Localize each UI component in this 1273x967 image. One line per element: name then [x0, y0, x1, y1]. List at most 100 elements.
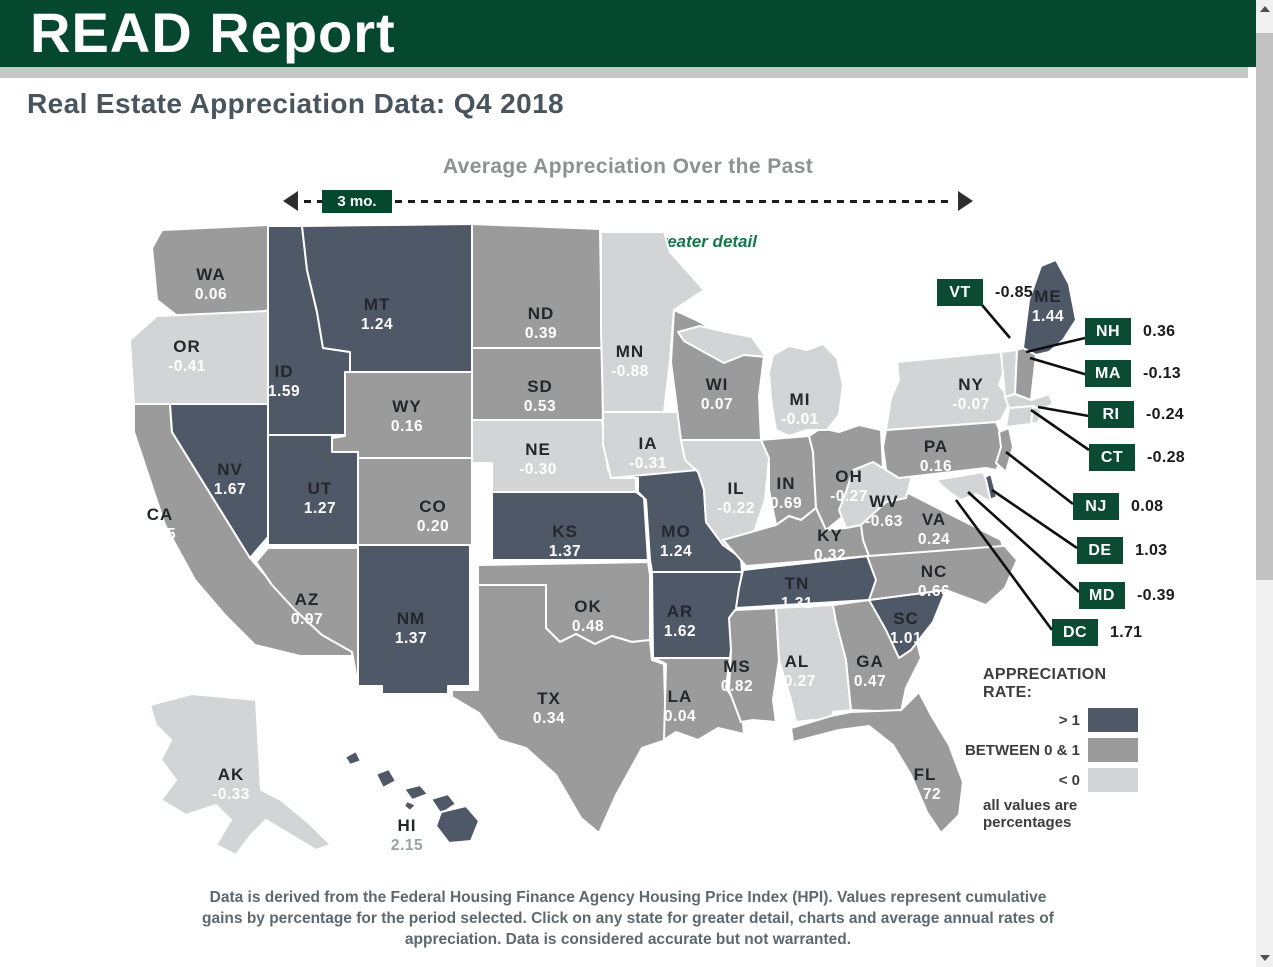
state-NC[interactable]: [866, 543, 1018, 606]
callout-box-NJ[interactable]: NJ: [1073, 493, 1119, 520]
state-LA[interactable]: [653, 657, 745, 741]
callout-CT: CT -0.28: [1089, 444, 1185, 471]
legend-swatch-gt1: [1088, 708, 1138, 732]
state-value-NC: 0.66: [918, 583, 950, 600]
state-HI[interactable]: [403, 784, 429, 801]
state-NY[interactable]: [885, 351, 1012, 431]
slider-right-arrow-icon[interactable]: [958, 191, 973, 211]
state-value-IA: -0.31: [629, 455, 667, 472]
callout-leader-line: [954, 499, 1054, 631]
state-CO[interactable]: [357, 457, 473, 546]
legend-title: APPRECIATION RATE:: [983, 666, 1107, 701]
us-choropleth-map[interactable]: WA 0.06 OR -0.41 CA 0.15 ID 1.59 NV 1.67 MT 1.24 WY 0…: [120, 215, 1180, 885]
state-abbr-SC: SC: [893, 609, 919, 628]
state-CT[interactable]: [1005, 405, 1034, 428]
state-abbr-TN: TN: [785, 574, 810, 593]
state-abbr-ID: ID: [275, 362, 294, 381]
callout-box-DC[interactable]: DC: [1052, 619, 1098, 646]
callout-NJ: NJ 0.08: [1073, 493, 1163, 520]
state-abbr-KS: KS: [552, 522, 578, 541]
disclaimer-line-2: gains by percentage for the period selec…: [202, 910, 1054, 927]
state-abbr-UT: UT: [308, 479, 333, 498]
callout-box-DE[interactable]: DE: [1077, 537, 1123, 564]
state-FL[interactable]: [790, 691, 964, 834]
state-AK[interactable]: [149, 693, 332, 856]
callout-DE: DE 1.03: [1077, 537, 1167, 564]
state-abbr-IA: IA: [639, 434, 658, 453]
scrollbar-thumb[interactable]: [1256, 33, 1273, 580]
state-NM[interactable]: [357, 544, 471, 695]
state-value-TX: 0.34: [533, 710, 565, 727]
legend-note: all values are percentages: [983, 797, 1078, 831]
state-abbr-OH: OH: [835, 467, 863, 486]
state-value-PA: 0.16: [920, 458, 952, 475]
state-UT[interactable]: [267, 434, 359, 546]
legend-row-mid: BETWEEN 0 & 1: [900, 738, 1138, 762]
state-NV[interactable]: [169, 403, 269, 559]
state-value-CA: 0.15: [144, 526, 176, 543]
state-HI[interactable]: [344, 750, 362, 766]
state-value-VA: 0.24: [918, 531, 950, 548]
state-PA[interactable]: [882, 421, 1007, 479]
callout-box-CT[interactable]: CT: [1089, 444, 1135, 471]
state-abbr-ME: ME: [1034, 287, 1062, 306]
callout-box-RI[interactable]: RI: [1088, 401, 1134, 428]
state-AR[interactable]: [651, 571, 743, 659]
state-value-MO: 1.24: [660, 543, 692, 560]
state-abbr-KY: KY: [817, 526, 843, 545]
slider-track[interactable]: [304, 200, 952, 203]
callout-value-CT: -0.28: [1147, 448, 1185, 466]
state-abbr-HI: HI: [398, 816, 417, 835]
state-NJ[interactable]: [995, 427, 1014, 473]
state-value-MT: 1.24: [361, 316, 393, 333]
state-HI[interactable]: [375, 768, 397, 789]
period-slider[interactable]: 3 mo.: [283, 190, 973, 214]
state-KS[interactable]: [491, 491, 649, 561]
state-NH[interactable]: [1014, 347, 1037, 401]
vertical-scrollbar[interactable]: [1256, 0, 1273, 967]
state-HI[interactable]: [403, 800, 417, 812]
state-value-ME: 1.44: [1032, 308, 1064, 325]
state-value-HI: 2.15: [391, 837, 423, 854]
callout-value-DE: 1.03: [1135, 541, 1168, 559]
state-abbr-NM: NM: [397, 609, 425, 628]
state-value-KS: 1.37: [549, 543, 581, 560]
callout-box-NH[interactable]: NH: [1085, 318, 1131, 345]
state-HI[interactable]: [430, 793, 457, 815]
state-AZ[interactable]: [255, 547, 359, 687]
state-abbr-WV: WV: [869, 492, 898, 511]
state-value-LA: 0.04: [664, 708, 696, 725]
slider-left-arrow-icon[interactable]: [283, 191, 298, 211]
state-value-FL: 0.72: [909, 786, 941, 803]
state-ME[interactable]: [1022, 259, 1077, 356]
state-value-NM: 1.37: [395, 630, 427, 647]
state-abbr-OR: OR: [173, 337, 201, 356]
state-abbr-MI: MI: [790, 390, 811, 409]
scroll-down-icon[interactable]: [1260, 955, 1270, 961]
state-abbr-IL: IL: [727, 479, 744, 498]
state-MD[interactable]: [935, 471, 992, 503]
slider-period-handle[interactable]: 3 mo.: [322, 190, 392, 213]
callout-VT: VT -0.85: [937, 279, 1033, 306]
callout-value-NJ: 0.08: [1131, 497, 1164, 515]
scroll-up-icon[interactable]: [1260, 6, 1270, 12]
callout-leader-line: [1025, 336, 1086, 354]
state-value-OK: 0.48: [572, 618, 604, 635]
state-MI[interactable]: [768, 343, 844, 437]
state-value-MN: -0.88: [611, 363, 649, 380]
callout-box-MA[interactable]: MA: [1085, 360, 1131, 387]
state-WV[interactable]: [838, 461, 914, 529]
legend-label-gt1: > 1: [1058, 711, 1080, 729]
state-HI[interactable]: [435, 805, 480, 844]
callout-box-VT[interactable]: VT: [937, 279, 983, 306]
slider-heading: Average Appreciation Over the Past: [442, 155, 814, 178]
state-MI[interactable]: [677, 325, 767, 364]
state-value-NE: -0.30: [519, 461, 557, 478]
callout-leader-line: [991, 488, 1078, 550]
callout-box-MD[interactable]: MD: [1079, 582, 1125, 609]
header-divider: [0, 67, 1248, 78]
state-value-AK: -0.33: [212, 786, 250, 803]
state-abbr-MN: MN: [616, 342, 644, 361]
state-value-ND: 0.39: [525, 325, 557, 342]
state-TX[interactable]: [451, 584, 667, 834]
